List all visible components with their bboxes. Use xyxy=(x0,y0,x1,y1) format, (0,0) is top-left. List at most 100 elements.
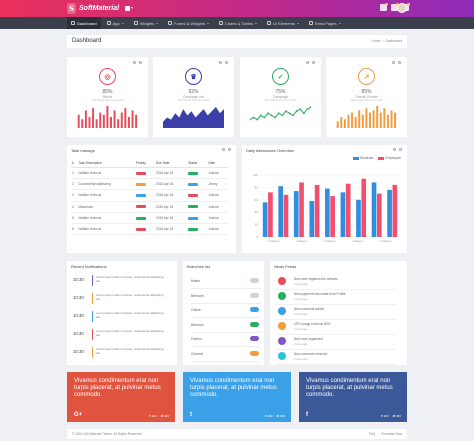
task-description: Consectetur adipiscing xyxy=(77,178,135,191)
nav-item-0[interactable]: Dashboard xyxy=(67,17,101,29)
table-row[interactable]: 4 Maecenas 2016 Apr 16 Joshua xyxy=(71,201,228,213)
nav-item-6[interactable]: Extra Pages xyxy=(305,17,345,29)
attendance-bar-chart: 0 20 40 60 80 100 Category Category Category Cate… xyxy=(253,173,400,243)
bar-students xyxy=(293,191,299,237)
notifications-title: Recent Notifications xyxy=(71,264,107,269)
bar-students xyxy=(371,182,377,237)
close-icon[interactable] xyxy=(139,61,142,64)
notification-item[interactable]: 10:30 Lorem ipsum dolor sit amet, consect… xyxy=(71,310,167,327)
app-switcher-button[interactable] xyxy=(125,4,137,12)
notification-time: 10:30 xyxy=(73,295,84,300)
share-count[interactable]: ⇄ 300 xyxy=(160,414,169,418)
branches-panel: Branches list Miami Belmont Online Belmont P… xyxy=(183,261,264,365)
close-icon[interactable] xyxy=(312,61,315,64)
nav-item-5[interactable]: UI Elements xyxy=(263,17,303,29)
share-count[interactable]: ⇄ 300 xyxy=(276,414,285,418)
kpi-point xyxy=(259,114,262,117)
footer-link-purchase[interactable]: Purchase Now xyxy=(381,432,402,436)
branch-item[interactable]: General xyxy=(191,348,261,362)
nav-item-1[interactable]: App xyxy=(103,17,128,29)
chevron-down-icon xyxy=(255,22,257,24)
kpi-sublabel: 15% Higher than last month xyxy=(177,99,210,102)
kpi-card-0: ◎ 85% Result 15% Higher than last month xyxy=(67,57,148,137)
table-row[interactable]: 6 Nulllam rhoncus 2016 Apr 16 Joshua xyxy=(71,223,228,236)
feed-item[interactable]: New user registered to website 2 days ago xyxy=(276,274,396,290)
branch-item[interactable]: Belmont xyxy=(191,319,261,333)
table-row[interactable]: 5 Nulllam rhoncus 2016 Apr 16 Joshua xyxy=(71,212,228,224)
branch-item[interactable]: Pattern xyxy=(191,333,261,347)
copyright-text: © 2016 Soft Material Theme. All Rights R… xyxy=(72,432,143,436)
nav-item-3[interactable]: Forms & Widgets xyxy=(164,17,213,29)
notification-marker xyxy=(92,347,94,358)
branch-item[interactable]: Online xyxy=(191,304,261,318)
kpi-sublabel: 15% Higher than last month xyxy=(350,99,383,102)
social-card-0[interactable]: Vivamus condimentum erat non turpis plac… xyxy=(67,372,175,422)
collapse-icon[interactable] xyxy=(222,148,225,151)
main-navigation: Dashboard App Widgets Forms & Widgets Charts… xyxy=(0,17,474,29)
facebook-icon[interactable]: f xyxy=(306,412,308,418)
feed-item[interactable]: New comment received 2 days ago xyxy=(276,349,396,365)
social-card-2[interactable]: Vivamus condimentum erat non turpis plac… xyxy=(299,372,407,422)
refresh-icon[interactable] xyxy=(392,61,395,64)
bar-students xyxy=(262,202,268,237)
task-manage-panel: Task manage # Task Description Priority Due… xyxy=(67,145,236,253)
kpi-bar xyxy=(131,110,134,128)
user-avatar[interactable] xyxy=(397,3,407,13)
refresh-icon[interactable] xyxy=(306,61,309,64)
like-count[interactable]: ♥ 200 xyxy=(380,414,389,418)
breadcrumb-home[interactable]: Home xyxy=(371,39,381,43)
notifications-panel: Recent Notifications 10:30 Lorem ipsum do… xyxy=(67,261,177,365)
kpi-value: 85% xyxy=(361,89,372,95)
kpi-bar xyxy=(372,110,375,128)
refresh-icon[interactable] xyxy=(219,61,222,64)
refresh-icon[interactable] xyxy=(133,61,136,64)
collapse-icon[interactable] xyxy=(393,148,396,151)
feed-text: CPU usage exceeds 80% xyxy=(294,322,331,326)
table-row[interactable]: 3 Nulllam rhoncus 2016 Apr 16 Joshua xyxy=(71,189,228,202)
notification-time: 10:30 xyxy=(73,277,84,282)
notification-item[interactable]: 10:30 Lorem ipsum dolor sit amet, consect… xyxy=(71,292,167,309)
twitter-icon[interactable]: t xyxy=(190,412,192,418)
social-card-1[interactable]: Vivamus condimentum erat non turpis plac… xyxy=(183,372,291,422)
branch-name: General xyxy=(191,351,204,356)
like-count[interactable]: ♥ 200 xyxy=(264,414,273,418)
task-description: Nulllam rhoncus xyxy=(77,167,135,180)
kpi-point xyxy=(281,114,284,117)
breadcrumb-separator: / xyxy=(382,39,384,43)
share-count[interactable]: ⇄ 300 xyxy=(392,414,401,418)
like-count[interactable]: ♥ 200 xyxy=(148,414,157,418)
bar-employee xyxy=(314,184,320,237)
table-row[interactable]: 2 Consectetur adipiscing 2016 Apr 16 Jimmy xyxy=(71,178,228,191)
notification-item[interactable]: 10:30 Lorem ipsum dolor sit amet, consect… xyxy=(71,274,167,291)
feed-item[interactable]: New user registered 2 days ago xyxy=(276,334,396,350)
nav-item-2[interactable]: Widgets xyxy=(130,17,162,29)
news-feeds-title: News Feeds xyxy=(274,264,297,269)
feed-time: 2 days ago xyxy=(294,297,308,301)
feed-item[interactable]: New payment has made from Profile 2 days … xyxy=(276,289,396,305)
kpi-card-2: ✓ 75% Campaign 15% Higher than last month xyxy=(240,57,321,137)
kpi-bar xyxy=(369,112,371,128)
nav-item-4[interactable]: Charts & Tables xyxy=(215,17,261,29)
close-icon[interactable] xyxy=(225,61,228,64)
branch-item[interactable]: Belmont xyxy=(191,290,261,304)
kpi-label: Campaign ran xyxy=(182,95,205,99)
kpi-bar xyxy=(99,112,102,128)
feed-time: 2 days ago xyxy=(294,312,308,316)
nav-icon xyxy=(308,21,313,25)
notification-item[interactable]: 10:30 Lorem ipsum dolor sit amet, consect… xyxy=(71,346,167,363)
brand-logo[interactable]: S SoftMaterial xyxy=(67,3,119,14)
close-icon[interactable] xyxy=(399,148,402,151)
share-icon: ⇄ xyxy=(160,414,164,418)
branch-item[interactable]: Miami xyxy=(191,275,261,289)
feed-item[interactable]: CPU usage exceeds 80% 2 days ago xyxy=(276,319,396,335)
feed-item[interactable]: New comment added 2 days ago xyxy=(276,304,396,320)
close-icon[interactable] xyxy=(398,61,401,64)
google-plus-icon[interactable]: G+ xyxy=(74,412,83,418)
bell-icon[interactable] xyxy=(380,3,388,11)
close-icon[interactable] xyxy=(228,148,231,151)
table-row[interactable]: 1 Nulllam rhoncus 2016 Apr 16 Joshua xyxy=(71,167,228,180)
task-assignee: Joshua xyxy=(207,189,228,202)
kpi-point xyxy=(295,110,298,113)
footer-link-faq[interactable]: FAQ xyxy=(368,432,376,436)
notification-item[interactable]: 10:30 Lorem ipsum dolor sit amet, consect… xyxy=(71,328,167,345)
